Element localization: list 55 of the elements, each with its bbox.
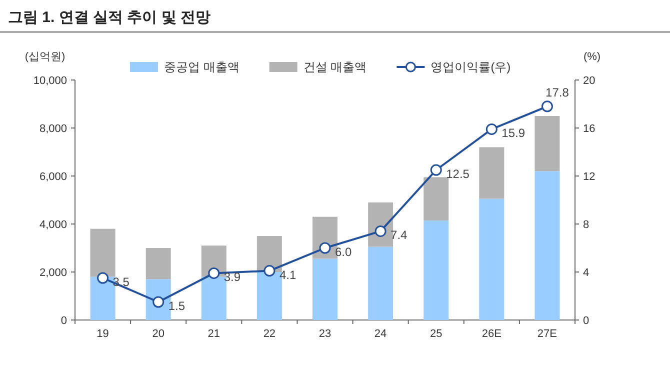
bar: [312, 258, 338, 320]
point: [374, 225, 386, 237]
point: [486, 123, 498, 135]
x-tick-label: 25: [430, 328, 442, 340]
x-tick-label: 27E: [537, 328, 558, 340]
y-tick-label: 6,000: [39, 171, 67, 183]
point: [430, 164, 442, 176]
bar: [534, 116, 560, 172]
point: [319, 242, 331, 254]
bar: [201, 276, 226, 320]
data-label: 12.5: [446, 167, 470, 181]
y-tick-label: 2,000: [39, 267, 67, 279]
y2-tick-label: 16: [583, 123, 596, 135]
data-label: 1.5: [168, 299, 186, 313]
y2-tick-label: 8: [583, 219, 590, 231]
point: [264, 265, 276, 277]
x-tick-label: 22: [263, 328, 276, 340]
x-tick-label: 19: [96, 328, 109, 340]
y2-tick-label: 12: [583, 171, 596, 183]
x-tick-label: 24: [374, 328, 387, 340]
legend-label: 중공업 매출액: [164, 60, 240, 74]
x-tick-label: 23: [318, 328, 332, 340]
y2-axis-title: (%): [583, 51, 601, 63]
bar: [479, 198, 504, 320]
y2-tick-label: 20: [583, 75, 596, 87]
y-axis-title: (십억원): [24, 51, 66, 63]
y-tick-label: 4,000: [39, 219, 67, 231]
x-tick-label: 26E: [482, 328, 502, 340]
point: [208, 267, 220, 279]
y2-tick-label: 0: [583, 315, 590, 327]
point: [97, 272, 109, 284]
y-tick-label: 10,000: [33, 75, 67, 87]
chart-title: 그림 1. 연결 실적 추이 및 전망: [8, 9, 211, 26]
bar: [479, 147, 504, 199]
x-tick-label: 21: [208, 328, 220, 340]
legend-label: 건설 매출액: [303, 60, 367, 74]
data-label: 3.9: [224, 270, 241, 284]
legend-label: 영업이익률(우): [430, 60, 511, 74]
y-tick-label: 8,000: [39, 123, 67, 135]
point: [541, 100, 553, 112]
y2-tick-label: 4: [583, 267, 590, 279]
bar: [534, 171, 560, 320]
bar: [424, 177, 449, 220]
x-tick-label: 20: [152, 328, 164, 340]
bar: [90, 228, 116, 277]
data-label: 3.5: [112, 275, 130, 289]
data-label: 4.1: [279, 268, 296, 282]
bar: [146, 248, 171, 280]
y-tick-label: 0: [60, 315, 67, 327]
data-label: 15.9: [502, 126, 526, 140]
data-label: 17.8: [546, 85, 570, 100]
bar: [424, 220, 449, 320]
bar: [368, 246, 394, 320]
data-label: 6.0: [335, 245, 352, 259]
data-label: 7.4: [390, 228, 408, 242]
